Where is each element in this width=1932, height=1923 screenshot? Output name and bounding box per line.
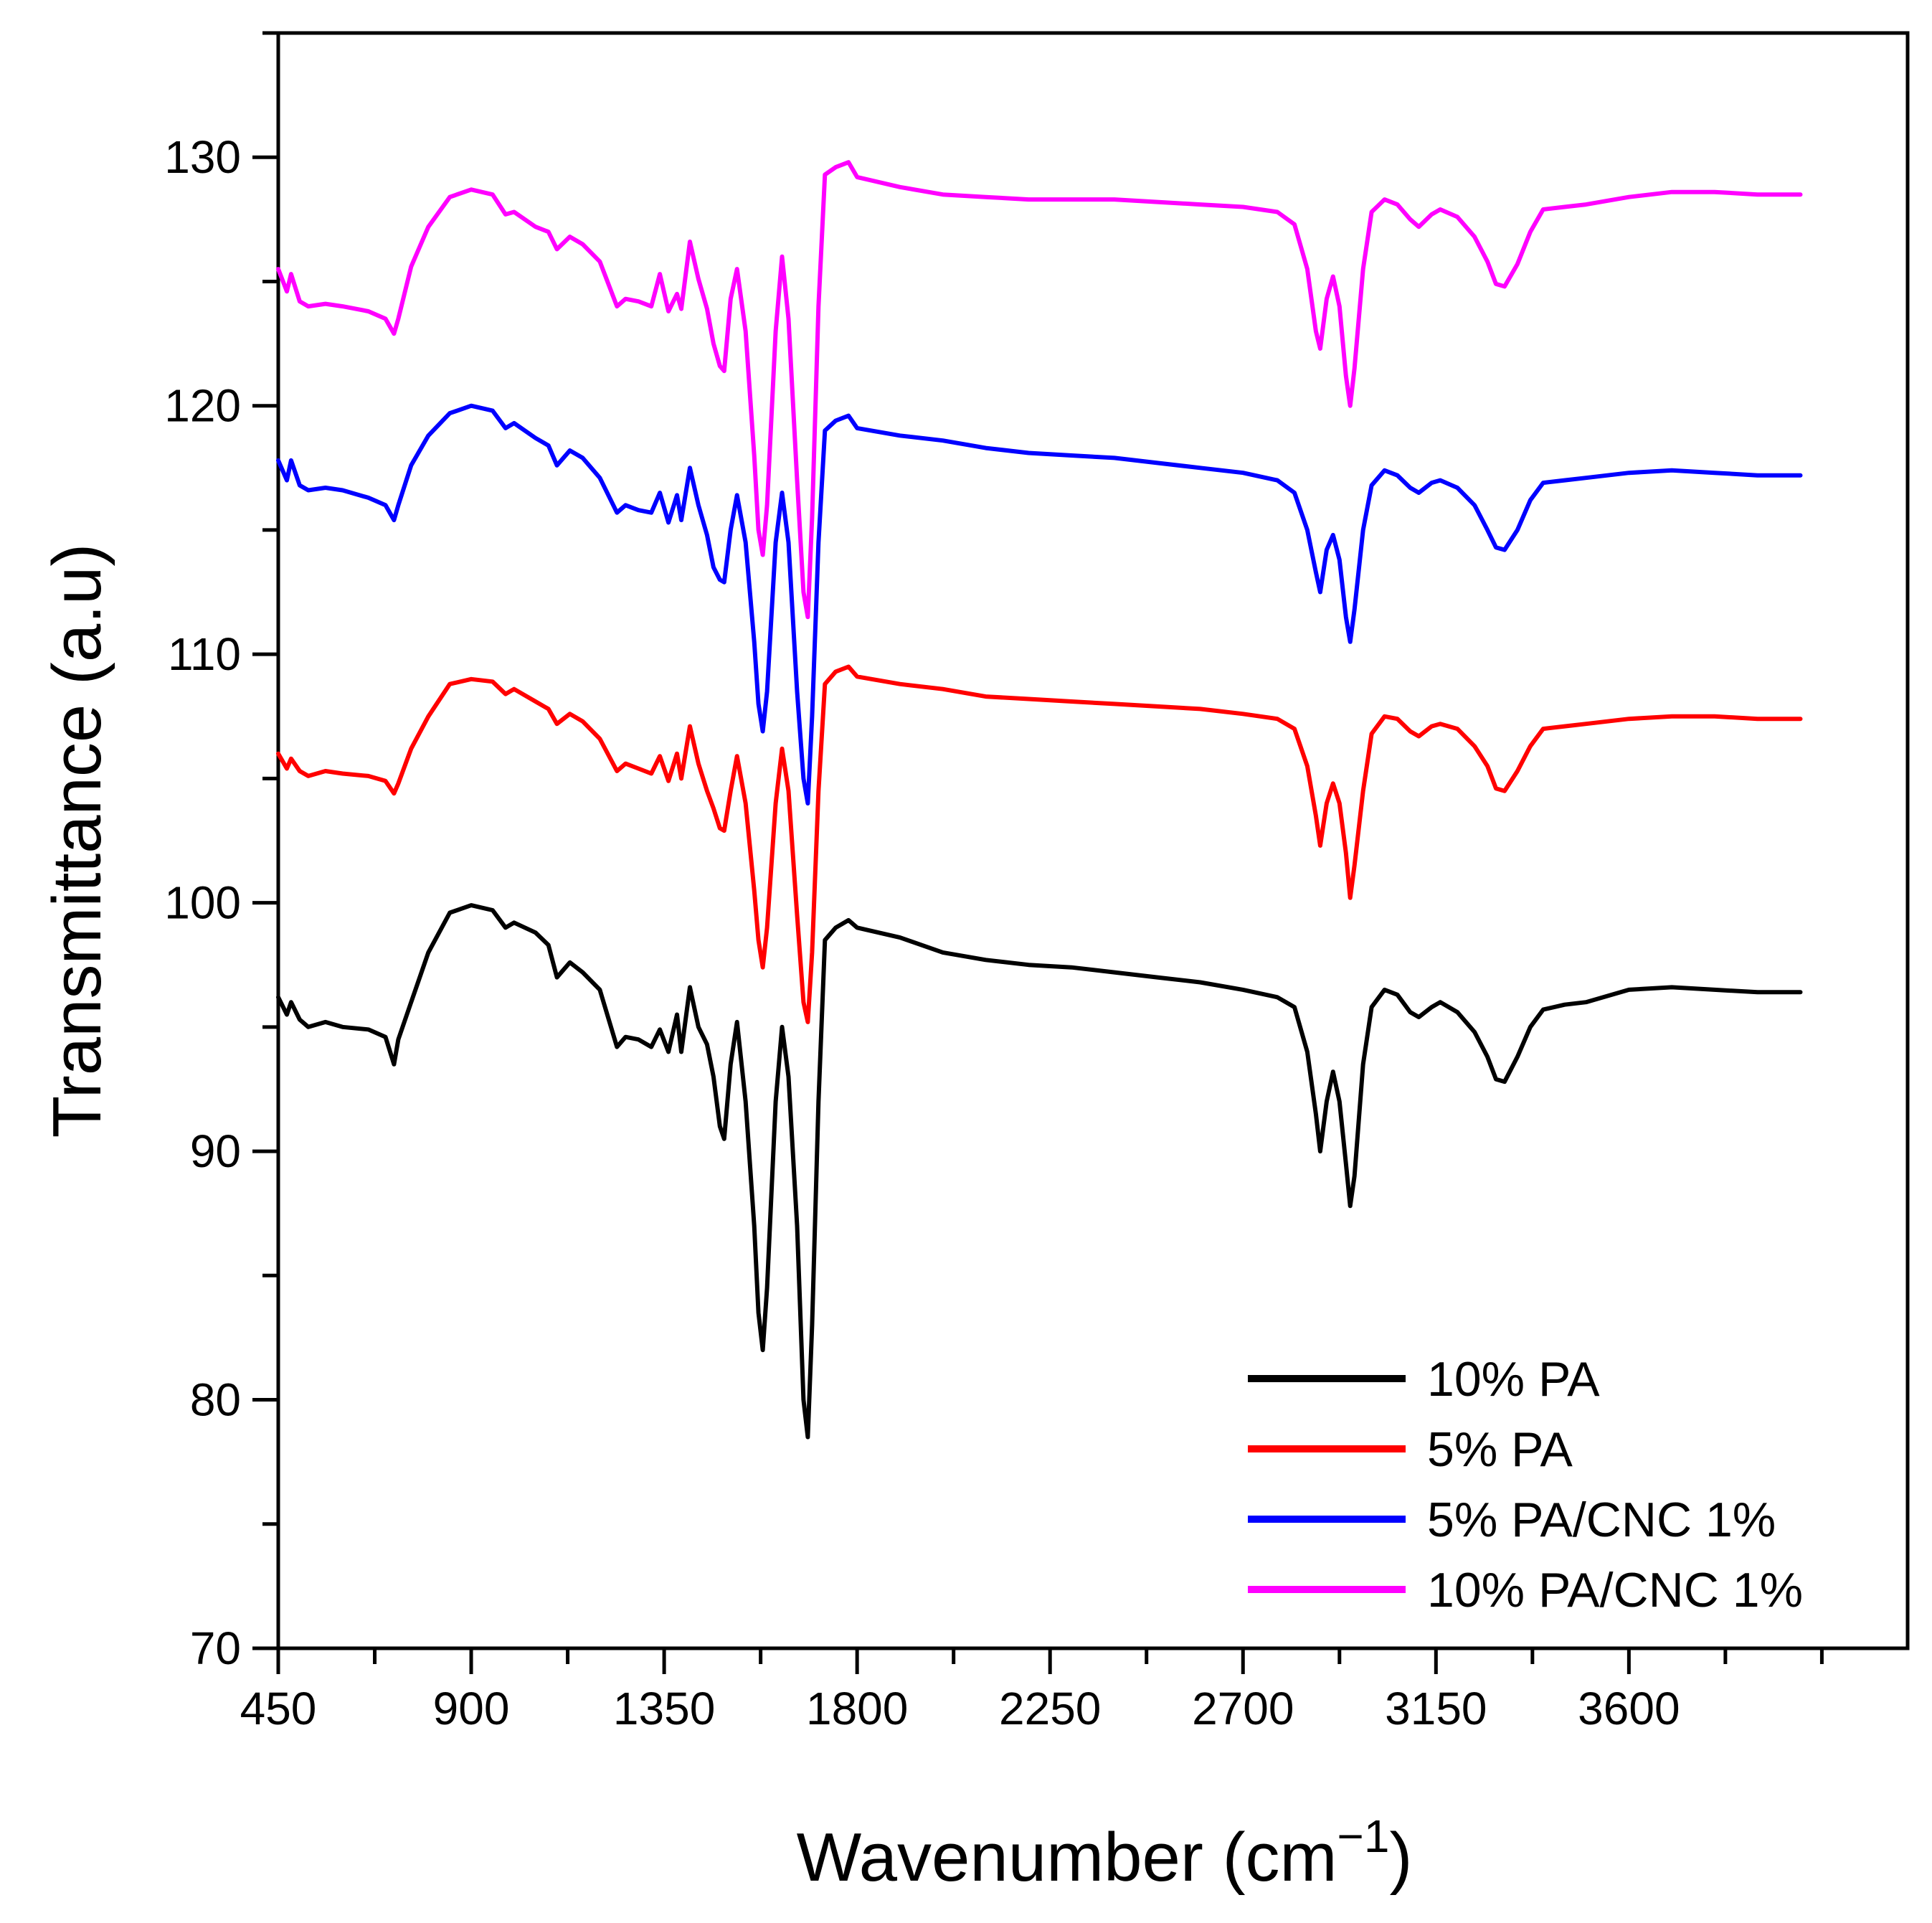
legend-label: 10% PA — [1427, 1352, 1600, 1407]
series-line-4 — [276, 160, 1803, 620]
y-tick-label: 80 — [190, 1374, 241, 1426]
y-tick-label: 130 — [164, 131, 241, 183]
x-tick-label: 1350 — [613, 1683, 715, 1734]
x-tick-label: 2250 — [999, 1683, 1101, 1734]
series-line-1 — [276, 903, 1803, 1440]
legend-label: 5% PA/CNC 1% — [1427, 1493, 1776, 1547]
y-tick-label: 110 — [168, 628, 241, 680]
x-tick-label: 1800 — [806, 1683, 908, 1734]
tick-labels: 450 900 1350 1800 2250 2700 3150 3600 70 80 90 100 1… — [164, 131, 1680, 1734]
y-tick-label: 120 — [164, 380, 241, 432]
x-tick-label: 450 — [240, 1683, 317, 1734]
x-tick-label: 900 — [433, 1683, 510, 1734]
y-tick-label: 70 — [190, 1622, 241, 1674]
legend-label: 5% PA — [1427, 1422, 1573, 1477]
x-axis-title-close: ) — [1389, 1819, 1412, 1896]
x-axis-title: Wavenumber (cm−1) — [797, 1810, 1413, 1896]
series-line-2 — [276, 664, 1803, 1024]
y-tick-label: 100 — [164, 877, 241, 929]
x-tick-label: 3150 — [1385, 1683, 1487, 1734]
legend-label: 10% PA/CNC 1% — [1427, 1563, 1803, 1617]
series-line-3 — [276, 403, 1803, 805]
y-axis-title: Transmittance (a.u) — [39, 544, 115, 1138]
x-axis-title-superscript: −1 — [1337, 1810, 1390, 1862]
series-group — [276, 160, 1803, 1440]
axis-ticks — [252, 31, 1824, 1674]
x-axis-title-main: Wavenumber (cm — [797, 1819, 1337, 1896]
y-tick-label: 90 — [190, 1125, 241, 1177]
x-tick-label: 2700 — [1192, 1683, 1294, 1734]
legend: 10% PA 5% PA 5% PA/CNC 1% 10% PA/CNC 1% — [1248, 1352, 1803, 1617]
plot-frame — [276, 31, 1910, 1650]
x-tick-label: 3600 — [1578, 1683, 1680, 1734]
